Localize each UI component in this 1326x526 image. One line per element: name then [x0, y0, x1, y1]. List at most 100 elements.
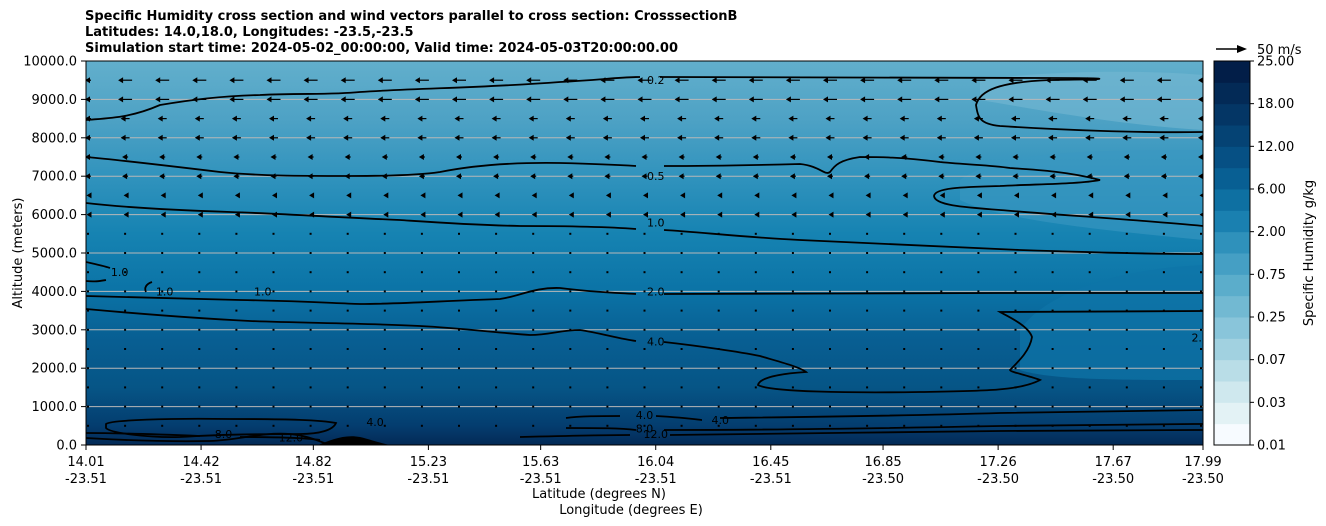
contour-label: 1.0 — [111, 266, 129, 279]
contour-4.0 — [86, 308, 1203, 394]
wind-arrow — [532, 290, 535, 293]
wind-arrow — [1125, 252, 1128, 254]
contour-label: 1.0 — [647, 216, 665, 229]
wind-arrow — [606, 252, 609, 254]
wind-arrowhead — [157, 115, 163, 122]
wind-arrowhead — [711, 96, 717, 103]
contour-label: 4.0 — [647, 335, 665, 348]
wind-arrow — [1088, 271, 1091, 274]
wind-arrowhead — [1198, 154, 1203, 160]
wind-arrow — [420, 424, 423, 427]
wind-arrow — [495, 328, 498, 331]
wind-arrowhead — [346, 211, 352, 218]
wind-arrowhead — [827, 154, 832, 160]
wind-arrow — [272, 252, 275, 254]
wind-arrowhead — [307, 173, 313, 180]
x-tick-label-lon: -23.50 — [1182, 472, 1224, 487]
wind-arrow — [940, 367, 943, 370]
wind-arrow — [124, 367, 127, 370]
wind-arrow — [272, 424, 275, 427]
wind-arrow — [903, 405, 906, 408]
chart-title-line-3: Simulation start time: 2024-05-02_00:00:… — [85, 41, 678, 56]
wind-arrow — [235, 424, 238, 427]
wind-arrow — [903, 328, 906, 331]
wind-arrow — [1125, 386, 1128, 389]
wind-arrowhead — [1156, 96, 1162, 103]
wind-arrow — [606, 424, 609, 427]
wind-arrowhead — [494, 211, 500, 218]
wind-arrowhead — [489, 77, 495, 84]
wind-arrow — [643, 290, 646, 293]
wind-arrow — [866, 309, 869, 312]
colorbar-segment — [1214, 253, 1250, 275]
wind-arrow — [346, 386, 349, 389]
contour-label: 0.5 — [647, 170, 665, 183]
wind-arrow — [569, 405, 572, 408]
wind-arrowhead — [1199, 193, 1203, 198]
wind-arrowhead — [272, 192, 277, 199]
wind-arrowhead — [640, 134, 645, 141]
wind-arrowhead — [751, 115, 757, 122]
y-tick-label: 4000.0 — [32, 285, 78, 300]
wind-arrowhead — [303, 77, 309, 84]
wind-arrow — [309, 252, 312, 254]
wind-arrow — [1200, 348, 1202, 350]
wind-arrow — [977, 405, 980, 408]
colorbar-segment — [1214, 402, 1250, 425]
x-tick-label-lon: -23.51 — [407, 472, 449, 487]
wind-arrow — [383, 290, 386, 293]
wind-arrow — [829, 424, 831, 427]
wind-arrowhead — [862, 115, 868, 122]
wind-arrow — [1162, 367, 1165, 370]
wind-arrowhead — [1198, 77, 1203, 84]
y-axis-label: Altitude (meters) — [11, 198, 26, 309]
wind-arrow — [940, 405, 943, 408]
wind-arrowhead — [380, 115, 386, 122]
wind-arrow — [272, 271, 275, 274]
wind-arrow — [495, 252, 498, 254]
wind-arrowhead — [155, 96, 161, 103]
wind-arrowhead — [528, 134, 534, 141]
wind-arrow — [124, 309, 127, 312]
wind-arrow — [198, 367, 201, 370]
wind-arrow — [532, 424, 535, 427]
colorbar-segment — [1214, 423, 1250, 446]
contour-12.0 — [86, 429, 1203, 445]
wind-arrow — [161, 271, 164, 274]
wind-arrow — [1162, 290, 1165, 293]
contour-4.0-low-left — [105, 417, 338, 439]
wind-arrow — [272, 309, 275, 312]
wind-arrow — [606, 367, 609, 370]
wind-arrowhead — [346, 192, 352, 199]
wind-arrowhead — [306, 115, 312, 122]
wind-arrowhead — [456, 173, 461, 180]
wind-arrow — [420, 328, 423, 331]
contour-label: 4.0 — [712, 414, 730, 427]
wind-arrow — [866, 405, 869, 408]
wind-arrow — [1014, 386, 1017, 389]
wind-arrowhead — [1160, 154, 1166, 160]
wind-arrow — [383, 386, 386, 389]
colorbar-tick-label: 2.00 — [1257, 225, 1286, 240]
wind-arrow — [940, 386, 943, 389]
wind-arrow — [1088, 290, 1091, 293]
wind-arrowhead — [641, 173, 647, 180]
wind-arrowhead — [160, 192, 166, 199]
contour-label: 2.0 — [647, 285, 665, 298]
wind-arrowhead — [233, 154, 239, 160]
wind-arrowhead — [1198, 96, 1203, 103]
wind-arrow — [1162, 232, 1165, 235]
wind-arrow — [1200, 367, 1202, 370]
wind-arrowhead — [1082, 96, 1088, 103]
wind-arrowhead — [233, 173, 239, 180]
wind-arrowhead — [160, 211, 166, 218]
wind-arrowhead — [457, 192, 463, 199]
wind-arrowhead — [306, 134, 312, 141]
wind-arrow — [903, 424, 906, 427]
wind-arrow — [198, 386, 201, 389]
wind-arrowhead — [86, 77, 90, 84]
wind-arrow — [1125, 405, 1128, 408]
wind-arrow — [495, 348, 498, 350]
wind-arrow — [198, 290, 201, 293]
wind-arrow — [198, 328, 201, 331]
